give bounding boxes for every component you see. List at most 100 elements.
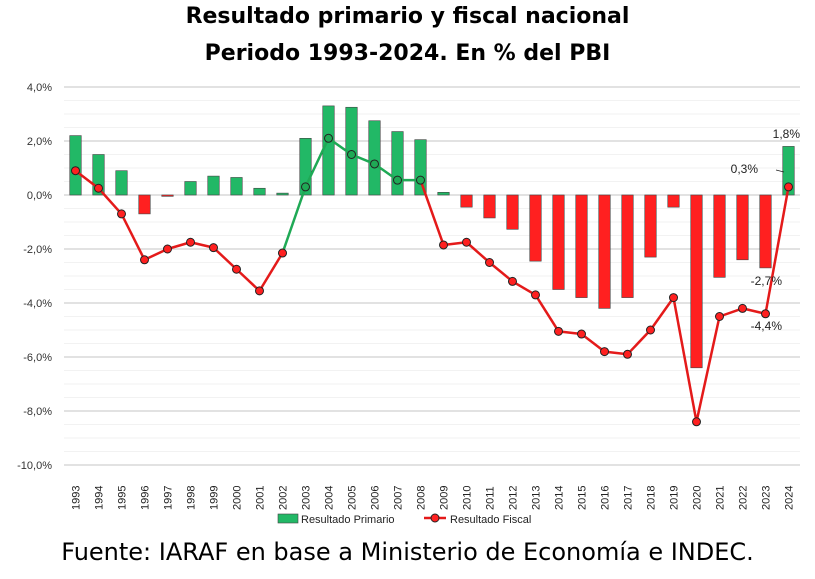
point-fiscal-2024 [784, 182, 793, 192]
bar-primario-2023 [759, 194, 772, 269]
y-tick-label: 2,0% [27, 136, 52, 148]
point-fiscal-2001 [255, 286, 264, 296]
bar-primario-2015 [575, 194, 588, 298]
bar-primario-2018 [644, 194, 657, 258]
point-fiscal-1999 [209, 243, 218, 253]
bar-primario-2008 [414, 139, 427, 196]
point-fiscal-2000 [232, 264, 241, 274]
y-tick-label: -8,0% [23, 406, 52, 418]
x-tick-label: 2019 [669, 486, 681, 510]
line-segment-fiscal [212, 246, 238, 271]
point-fiscal-1994 [94, 183, 103, 193]
bar-primario-1997 [161, 194, 174, 197]
y-tick-label: -4,0% [23, 298, 52, 310]
point-fiscal-2015 [577, 329, 586, 339]
bar-primario-2019 [667, 194, 680, 208]
point-fiscal-2003 [301, 182, 310, 192]
bar-primario-1996 [138, 194, 151, 215]
x-tick-label: 2002 [278, 486, 290, 510]
bar-primario-2003 [299, 138, 312, 196]
point-fiscal-1997 [163, 244, 172, 254]
point-fiscal-2018 [646, 325, 655, 335]
y-tick-label: 4,0% [27, 82, 52, 94]
line-segment-fiscal [120, 213, 146, 261]
x-tick-label: 1998 [186, 486, 198, 510]
line-segment-fiscal [258, 252, 284, 292]
legend-swatch-primario [277, 513, 299, 524]
point-fiscal-2013 [531, 290, 540, 300]
bar-primario-2013 [529, 194, 542, 262]
point-fiscal-2009 [439, 240, 448, 250]
line-segment-fiscal [304, 137, 330, 188]
line-segment-fiscal [327, 137, 353, 156]
chart-subtitle: Periodo 1993-2024. En % del PBI [204, 41, 611, 66]
point-fiscal-2017 [623, 349, 632, 359]
line-segment-fiscal [97, 187, 123, 215]
bar-primario-1998 [184, 181, 197, 196]
point-fiscal-2023 [761, 309, 770, 319]
line-segment-fiscal [626, 329, 652, 356]
source-footer: Fuente: IARAF en base a Ministerio de Ec… [61, 538, 754, 566]
x-tick-label: 2005 [347, 486, 359, 510]
bar-primario-2004 [322, 105, 335, 196]
x-tick-label: 2013 [531, 486, 543, 510]
legend-label-primario: Resultado Primario [301, 514, 395, 526]
point-fiscal-2007 [393, 175, 402, 185]
x-tick-label: 2021 [715, 486, 727, 510]
bar-primario-2009 [437, 192, 450, 196]
point-fiscal-2011 [485, 258, 494, 267]
line-segment-fiscal [74, 169, 100, 190]
bar-primario-2024 [782, 146, 795, 196]
x-tick-label: 1994 [94, 486, 106, 510]
point-fiscal-2002 [278, 248, 287, 258]
line-segment-fiscal [534, 294, 560, 333]
legend-swatch-fiscal-marker [430, 513, 440, 523]
bar-primario-2002 [276, 192, 289, 196]
x-tick-label: 2016 [600, 486, 612, 510]
x-tick-label: 2023 [761, 486, 773, 510]
x-tick-label: 2022 [738, 486, 750, 510]
point-fiscal-2004 [324, 133, 333, 143]
chart: -10,0% -8,0% -6,0% -4,0% -2,0% 0,0% 2,0% 4,0% 1,… [17, 82, 800, 526]
x-tick-label: 2001 [255, 486, 267, 510]
x-tick-label: 2014 [554, 486, 566, 510]
point-fiscal-2021 [715, 312, 724, 321]
y-tick-label: -2,0% [23, 244, 52, 256]
data-label: 0,3% [731, 162, 759, 176]
point-fiscal-1993 [71, 166, 80, 176]
x-tick-label: 2011 [485, 486, 497, 510]
bar-primario-1995 [115, 170, 128, 196]
data-label: -4,4% [751, 319, 783, 333]
bar-primario-2012 [506, 194, 519, 230]
x-tick-label: 1993 [71, 486, 83, 510]
point-fiscal-1995 [117, 209, 126, 219]
y-tick-label: -6,0% [23, 352, 52, 364]
bar-primario-2007 [391, 131, 404, 196]
x-tick-label: 2003 [301, 486, 313, 510]
bar-primario-2001 [253, 187, 266, 196]
x-tick-label: 1996 [140, 486, 152, 510]
x-tick-label: 2008 [416, 486, 428, 510]
line-segment-fiscal [672, 297, 698, 423]
x-tick-label: 2017 [623, 486, 635, 510]
bar-primario-2006 [368, 120, 381, 196]
chart-title: Resultado primario y fiscal nacional [185, 4, 630, 29]
point-fiscal-2008 [416, 175, 425, 185]
point-fiscal-2006 [370, 159, 379, 169]
bar-primario-2016 [598, 194, 611, 309]
x-tick-label: 2015 [577, 486, 589, 510]
line-segment-fiscal [580, 333, 606, 353]
line-segment-fiscal [649, 296, 675, 331]
x-tick-label: 2007 [393, 486, 405, 510]
point-fiscal-2012 [508, 276, 517, 286]
point-fiscal-1996 [140, 255, 149, 265]
line-segment-fiscal [465, 241, 491, 264]
bar-primario-2017 [621, 194, 634, 298]
x-tick-label: 2012 [508, 486, 520, 510]
point-fiscal-2020 [692, 417, 701, 427]
point-fiscal-2016 [600, 347, 609, 357]
bar-primario-2020 [690, 194, 703, 369]
x-tick-label: 2006 [370, 486, 382, 510]
x-tick-label: 2018 [646, 486, 658, 510]
point-fiscal-2019 [669, 293, 678, 303]
